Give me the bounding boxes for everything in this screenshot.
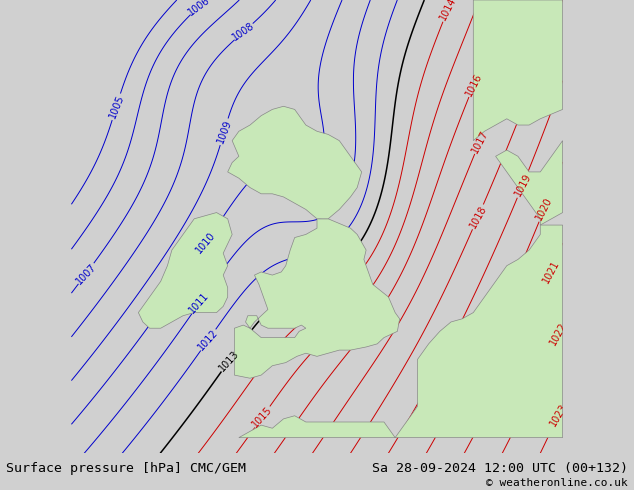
Text: 1020: 1020 (534, 196, 554, 222)
Text: © weatheronline.co.uk: © weatheronline.co.uk (486, 478, 628, 488)
Text: 1018: 1018 (468, 204, 488, 230)
Text: 1012: 1012 (197, 327, 220, 352)
Text: 1014: 1014 (438, 0, 458, 22)
Text: 1013: 1013 (217, 348, 241, 373)
Polygon shape (395, 225, 562, 438)
Text: 1010: 1010 (194, 230, 217, 256)
Text: 1017: 1017 (470, 128, 490, 154)
Text: 1022: 1022 (548, 320, 569, 347)
Polygon shape (228, 106, 361, 219)
Text: 1011: 1011 (188, 291, 211, 316)
Text: 1008: 1008 (231, 21, 257, 43)
Text: 1019: 1019 (512, 172, 533, 198)
Text: 1016: 1016 (464, 71, 484, 98)
Text: 1023: 1023 (548, 401, 569, 428)
Text: 1007: 1007 (74, 261, 98, 286)
Polygon shape (138, 213, 232, 328)
Text: Sa 28-09-2024 12:00 UTC (00+132): Sa 28-09-2024 12:00 UTC (00+132) (372, 463, 628, 475)
Text: 1006: 1006 (186, 0, 212, 17)
Polygon shape (239, 416, 395, 438)
Text: 1021: 1021 (541, 258, 561, 285)
Polygon shape (235, 219, 399, 378)
Text: Surface pressure [hPa] CMC/GEM: Surface pressure [hPa] CMC/GEM (6, 463, 247, 475)
Text: 1005: 1005 (107, 94, 126, 120)
Polygon shape (496, 141, 562, 225)
Polygon shape (474, 0, 562, 141)
Text: 1009: 1009 (215, 119, 233, 145)
Text: 1015: 1015 (250, 405, 275, 429)
